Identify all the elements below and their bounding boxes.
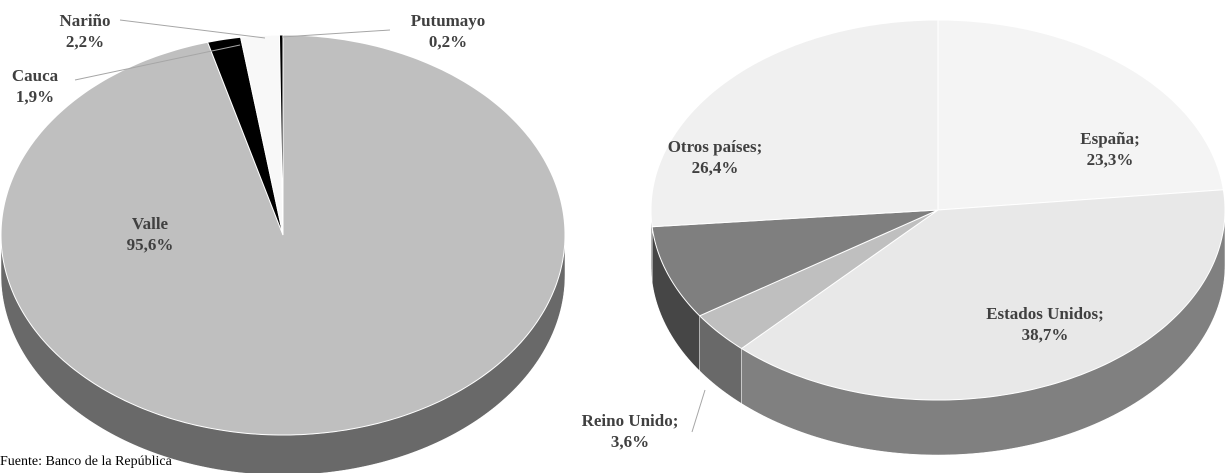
value-label: 2,2% bbox=[66, 32, 104, 51]
leader-line bbox=[691, 389, 706, 433]
slice bbox=[650, 19, 939, 228]
value-label: 0,2% bbox=[429, 32, 467, 51]
leader-line bbox=[281, 29, 391, 38]
slice-label: Estados Unidos; bbox=[986, 304, 1104, 323]
slice bbox=[651, 209, 939, 317]
slice-label: Reino Unido; bbox=[582, 411, 679, 430]
slice-label: España; bbox=[1080, 129, 1140, 148]
slice bbox=[206, 36, 284, 236]
value-label: 1,9% bbox=[16, 87, 54, 106]
value-label: 95,6% bbox=[127, 235, 174, 254]
value-label: 23,3% bbox=[1087, 150, 1134, 169]
value-label: 3,6% bbox=[611, 432, 649, 451]
source-note: Fuente: Banco de la República bbox=[0, 454, 173, 469]
slice-label: Putumayo bbox=[411, 11, 486, 30]
value-label: 38,7% bbox=[1022, 325, 1069, 344]
slice-label: Cauca bbox=[12, 66, 59, 85]
slice-label: Otros países; bbox=[668, 137, 763, 156]
slice bbox=[937, 19, 1224, 211]
slice bbox=[698, 209, 939, 350]
value-label: 26,4% bbox=[692, 158, 739, 177]
slice bbox=[239, 34, 284, 236]
slice bbox=[740, 189, 1225, 401]
slice bbox=[278, 34, 284, 236]
slice-label: Nariño bbox=[60, 11, 111, 30]
leader-line bbox=[119, 19, 266, 39]
leader-line bbox=[74, 44, 241, 81]
slice-label: Valle bbox=[132, 214, 169, 233]
